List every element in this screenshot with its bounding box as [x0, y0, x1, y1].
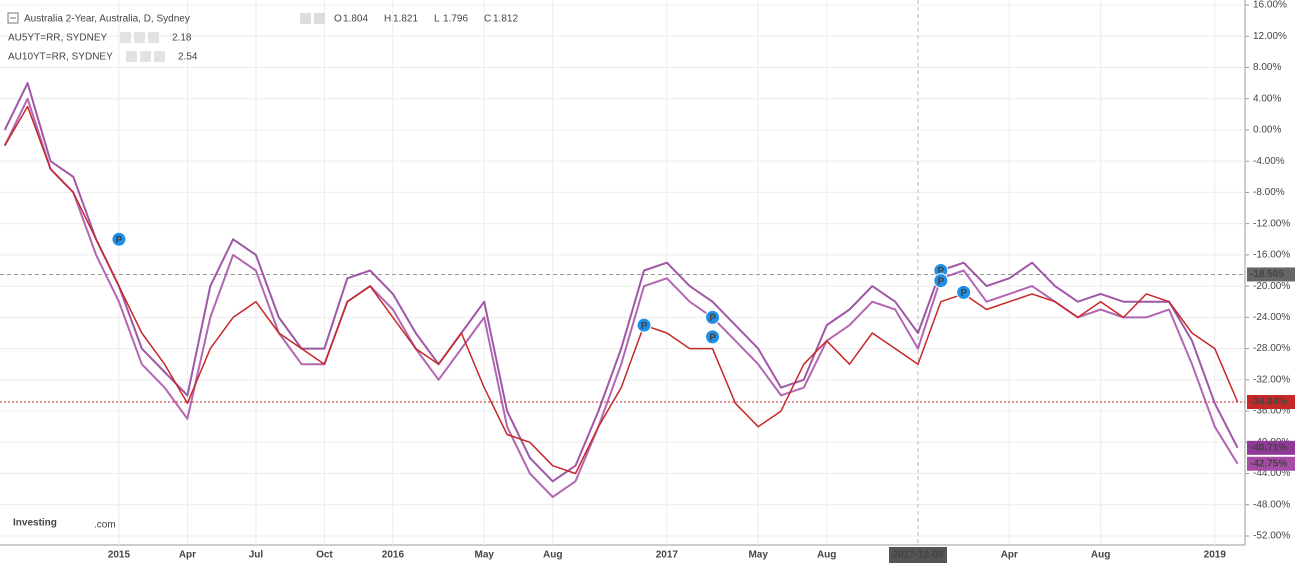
event-label: P [709, 333, 716, 344]
ohlc-label: O [334, 14, 342, 25]
legend-value: 2.54 [178, 52, 198, 63]
event-marker [705, 329, 721, 345]
series-line [3, 82, 1239, 483]
x-tick-label: May [475, 550, 495, 561]
crosshair-value-box [1247, 267, 1295, 282]
crosshair-value: -18.505 [1250, 269, 1284, 280]
chart-title: Australia 2-Year, Australia, D, Sydney [24, 14, 190, 25]
ohlc-value: 1.821 [393, 14, 418, 25]
y-tick-label: -36.00% [1253, 406, 1290, 417]
logo-suffix: .com [94, 520, 116, 531]
x-tick-label: Apr [179, 550, 196, 561]
y-tick-label: -44.00% [1253, 468, 1290, 479]
y-tick-label: 0.00% [1253, 125, 1281, 136]
last-value-label: -40.71% [1250, 442, 1287, 453]
legend-icon [120, 32, 131, 43]
y-tick-label: -24.00% [1253, 312, 1290, 323]
y-tick-label: 8.00% [1253, 62, 1281, 73]
last-value-label: -34.84% [1250, 397, 1287, 408]
legend-icon [148, 32, 159, 43]
legend-icon [154, 51, 165, 62]
last-value-box [1247, 456, 1295, 471]
event-label: P [641, 321, 648, 332]
x-tick-label: 2017-12-08 [892, 550, 944, 561]
x-tick-label: Aug [817, 550, 836, 561]
logo-brand: Investing [13, 518, 57, 529]
x-tick-label: 2019 [1204, 550, 1227, 561]
y-tick-label: -32.00% [1253, 374, 1290, 385]
y-tick-label: -48.00% [1253, 499, 1290, 510]
x-tick-label: May [748, 550, 768, 561]
x-tick-label: 2015 [108, 550, 131, 561]
event-marker [933, 273, 949, 289]
series-line [4, 105, 1239, 475]
event-label: P [960, 288, 967, 299]
crosshair-label-box [889, 547, 947, 563]
x-tick-label: Aug [543, 550, 562, 561]
ohlc-value: 1.812 [493, 14, 518, 25]
event-marker [956, 284, 972, 300]
event-marker [636, 317, 652, 333]
y-tick-label: -12.00% [1253, 218, 1290, 229]
legend-name: AU5YT=RR, SYDNEY [8, 33, 108, 44]
last-value-box [1247, 395, 1295, 410]
legend-value: 2.18 [172, 33, 192, 44]
x-tick-label: 2016 [382, 550, 405, 561]
y-tick-label: -52.00% [1253, 531, 1290, 542]
x-tick-label: Oct [316, 550, 333, 561]
series-line [3, 97, 1239, 498]
y-tick-label: -16.00% [1253, 250, 1290, 261]
collapse-icon [7, 12, 19, 24]
y-tick-label: -8.00% [1253, 187, 1285, 198]
settings-icon [300, 13, 311, 24]
x-tick-label: Jul [249, 550, 264, 561]
ohlc-label: H [384, 14, 391, 25]
ohlc-value: 1.804 [343, 14, 368, 25]
x-tick-label: Aug [1091, 550, 1110, 561]
last-value-label: -42.75% [1250, 458, 1287, 469]
event-label: P [937, 276, 944, 287]
event-label: P [116, 235, 123, 246]
y-tick-label: -4.00% [1253, 156, 1285, 167]
legend-icon [134, 32, 145, 43]
settings-icon [314, 13, 325, 24]
event-label: P [937, 266, 944, 277]
y-tick-label: 16.00% [1253, 0, 1287, 11]
event-label: P [709, 313, 716, 324]
event-marker [111, 231, 127, 247]
last-value-box [1247, 440, 1295, 455]
event-marker [705, 309, 721, 325]
ohlc-value: 1.796 [443, 14, 468, 25]
legend-icon [140, 51, 151, 62]
x-tick-label: Apr [1001, 550, 1018, 561]
ohlc-label: L [434, 14, 440, 25]
y-tick-label: -28.00% [1253, 343, 1290, 354]
ohlc-label: C [484, 14, 491, 25]
legend-icon [126, 51, 137, 62]
legend-name: AU10YT=RR, SYDNEY [8, 52, 113, 63]
y-tick-label: -20.00% [1253, 281, 1290, 292]
x-tick-label: 2017 [656, 550, 679, 561]
y-tick-label: 12.00% [1253, 31, 1287, 42]
y-tick-label: 4.00% [1253, 93, 1281, 104]
